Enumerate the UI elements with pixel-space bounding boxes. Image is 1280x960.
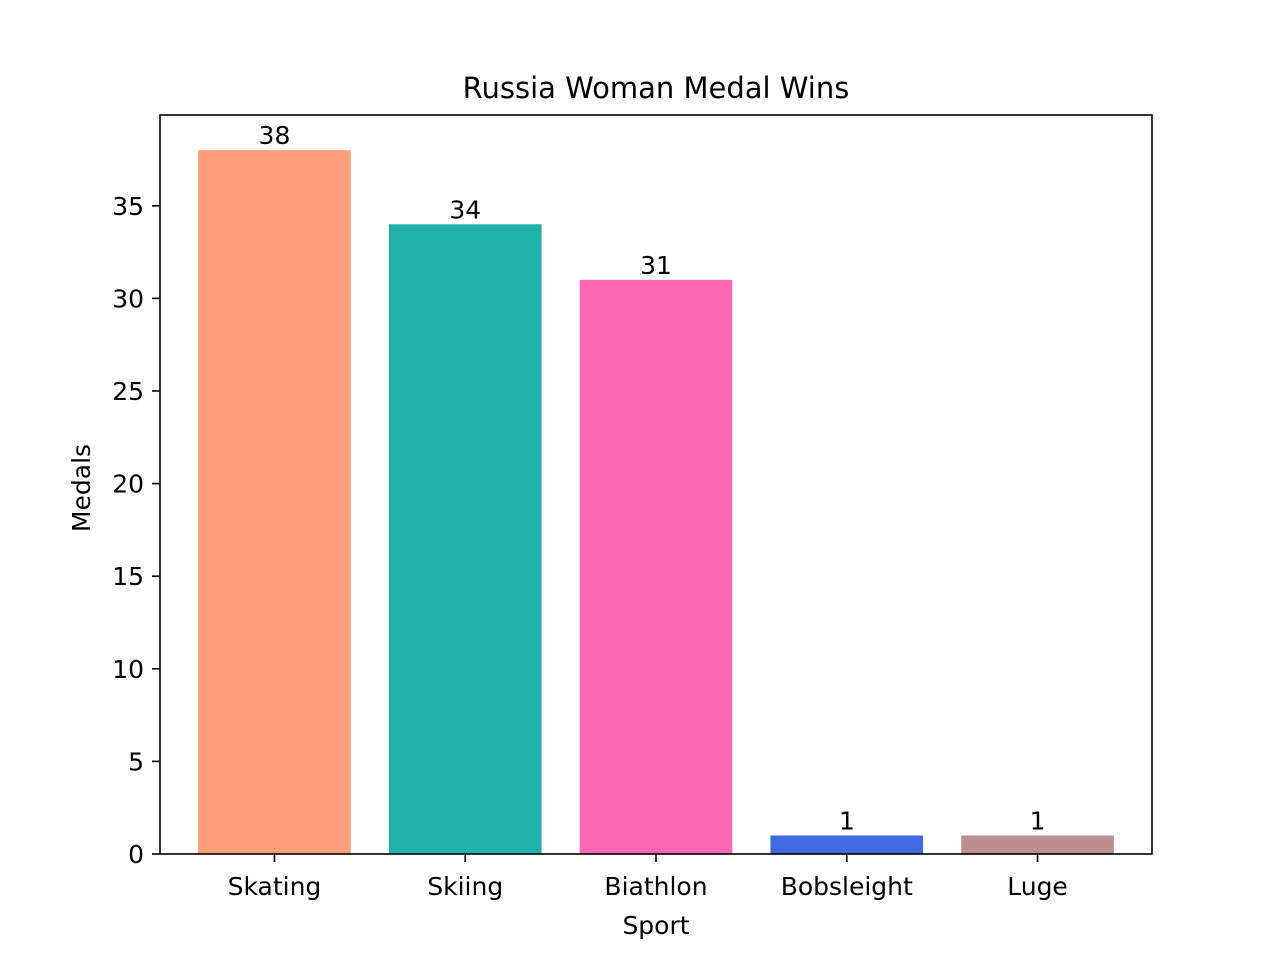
y-tick-label-35: 35 [112,192,144,221]
data-label-skating: 38 [259,121,291,150]
y-tick-label-20: 20 [112,470,144,499]
bar-biathlon [579,279,733,854]
data-label-biathlon: 31 [640,251,672,280]
data-label-bobsleight: 1 [839,806,855,835]
x-axis-label: Sport [622,911,689,940]
data-labels-group: 38 34 31 1 1 [259,121,1046,835]
x-axis: Skating Skiing Biathlon Bobsleight Luge [228,854,1068,901]
y-tick-label-0: 0 [128,840,144,869]
bars-group [198,150,1114,854]
bar-skiing [388,224,542,854]
y-tick-label-30: 30 [112,284,144,313]
x-tick-label-biathlon: Biathlon [604,872,707,901]
data-label-skiing: 34 [449,195,481,224]
x-tick-label-skating: Skating [228,872,322,901]
x-tick-label-bobsleight: Bobsleight [781,872,913,901]
y-tick-label-15: 15 [112,562,144,591]
y-tick-label-5: 5 [128,747,144,776]
y-axis-label: Medals [67,444,96,532]
bar-skating [198,150,351,854]
bar-luge [961,835,1114,854]
y-tick-label-25: 25 [112,377,144,406]
x-tick-label-luge: Luge [1007,872,1068,901]
chart-title: Russia Woman Medal Wins [463,71,850,105]
y-tick-label-10: 10 [112,655,144,684]
bar-bobsleight [770,835,924,854]
y-axis: 0 5 10 15 20 25 30 35 [112,192,160,869]
plot-frame [159,114,1153,855]
x-tick-label-skiing: Skiing [427,872,503,901]
data-label-luge: 1 [1030,806,1046,835]
